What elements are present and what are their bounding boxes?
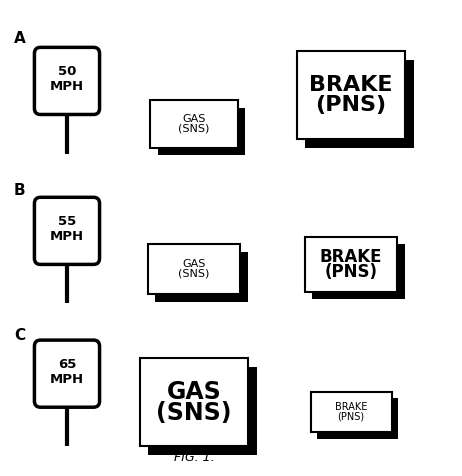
Text: C: C xyxy=(14,328,25,344)
Bar xyxy=(140,358,249,446)
Text: B: B xyxy=(14,183,25,198)
Text: 55
MPH: 55 MPH xyxy=(50,215,84,243)
Text: BRAKE: BRAKE xyxy=(335,402,367,412)
Text: (SNS): (SNS) xyxy=(178,269,210,279)
Text: (PNS): (PNS) xyxy=(325,263,377,281)
Bar xyxy=(312,245,405,299)
Text: 65
MPH: 65 MPH xyxy=(50,357,84,386)
Text: GAS: GAS xyxy=(167,380,221,404)
Text: (PNS): (PNS) xyxy=(316,95,387,115)
Text: (PNS): (PNS) xyxy=(338,411,365,421)
Text: GAS: GAS xyxy=(182,259,206,269)
Bar xyxy=(310,391,391,432)
Bar xyxy=(317,398,398,439)
Bar xyxy=(155,251,248,302)
Text: 50
MPH: 50 MPH xyxy=(50,65,84,93)
Text: BRAKE: BRAKE xyxy=(320,248,383,266)
Text: (SNS): (SNS) xyxy=(156,401,232,425)
FancyBboxPatch shape xyxy=(34,197,100,265)
Bar xyxy=(150,100,238,148)
Bar xyxy=(148,367,256,455)
FancyBboxPatch shape xyxy=(34,48,100,115)
Text: BRAKE: BRAKE xyxy=(310,75,393,95)
Bar xyxy=(148,244,240,294)
Bar xyxy=(305,60,414,148)
FancyBboxPatch shape xyxy=(34,340,100,407)
Bar xyxy=(297,51,406,139)
Text: GAS: GAS xyxy=(182,114,206,124)
Bar xyxy=(158,108,245,155)
Text: (SNS): (SNS) xyxy=(178,124,210,134)
Text: A: A xyxy=(14,31,25,46)
Text: FIG. 1.: FIG. 1. xyxy=(174,451,214,464)
Bar xyxy=(305,237,397,291)
